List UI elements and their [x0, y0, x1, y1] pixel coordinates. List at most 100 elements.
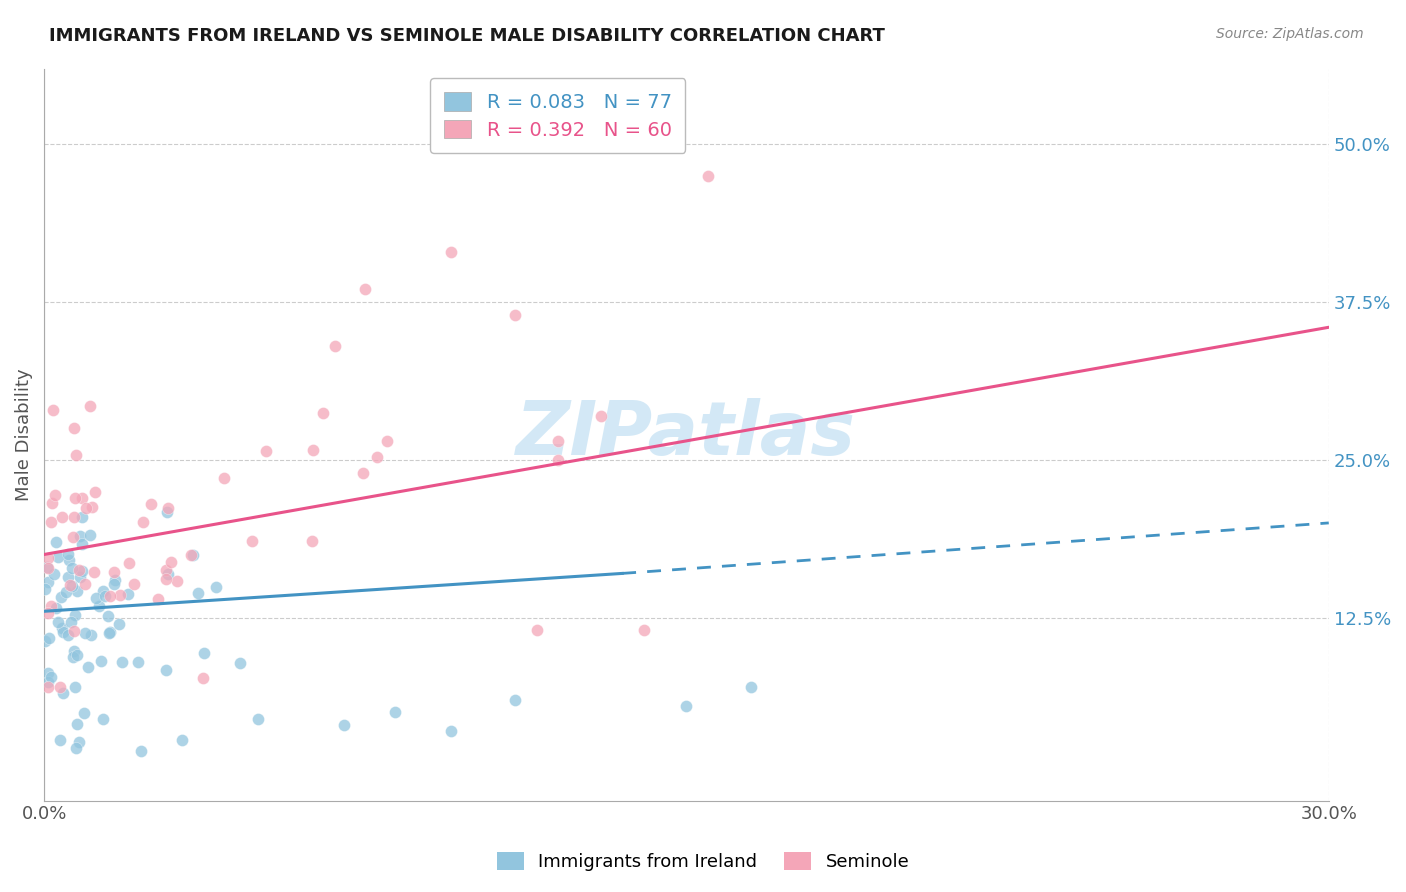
Point	[98, 624, 121, 639]
Point	[301, 533, 323, 548]
Point	[633, 624, 655, 638]
Point	[696, 169, 718, 183]
Point	[139, 497, 162, 511]
Point	[91, 712, 114, 726]
Point	[323, 339, 346, 353]
Point	[60, 579, 83, 593]
Point	[83, 566, 105, 580]
Point	[333, 718, 356, 732]
Point	[156, 505, 179, 519]
Y-axis label: Male Disability: Male Disability	[15, 368, 32, 501]
Point	[89, 599, 111, 614]
Point	[63, 608, 86, 623]
Point	[63, 681, 86, 695]
Point	[589, 409, 612, 423]
Point	[51, 509, 73, 524]
Point	[155, 563, 177, 577]
Point	[94, 589, 117, 603]
Point	[66, 584, 89, 599]
Legend: R = 0.083   N = 77, R = 0.392   N = 60: R = 0.083 N = 77, R = 0.392 N = 60	[430, 78, 686, 153]
Point	[108, 616, 131, 631]
Point	[62, 529, 84, 543]
Point	[547, 434, 569, 448]
Point	[301, 443, 323, 458]
Point	[254, 444, 277, 458]
Point	[52, 625, 75, 640]
Point	[65, 717, 87, 731]
Point	[60, 615, 83, 630]
Point	[155, 572, 177, 586]
Point	[69, 529, 91, 543]
Point	[98, 626, 121, 640]
Point	[37, 681, 59, 695]
Point	[66, 648, 89, 663]
Point	[63, 509, 86, 524]
Point	[352, 466, 374, 480]
Point	[181, 548, 204, 562]
Point	[51, 621, 73, 635]
Point	[46, 550, 69, 565]
Legend: Immigrants from Ireland, Seminole: Immigrants from Ireland, Seminole	[489, 846, 917, 879]
Point	[111, 655, 134, 669]
Point	[35, 559, 58, 574]
Text: ZIPatlas: ZIPatlas	[516, 398, 856, 471]
Point	[58, 553, 80, 567]
Point	[155, 663, 177, 677]
Point	[129, 744, 152, 758]
Point	[62, 643, 84, 657]
Point	[675, 698, 697, 713]
Point	[104, 573, 127, 587]
Point	[65, 448, 87, 462]
Point	[49, 590, 72, 604]
Point	[73, 706, 96, 720]
Point	[148, 591, 170, 606]
Point	[41, 403, 63, 417]
Point	[80, 500, 103, 514]
Point	[354, 282, 377, 296]
Point	[37, 675, 59, 690]
Point	[170, 732, 193, 747]
Point	[547, 452, 569, 467]
Point	[76, 660, 98, 674]
Point	[312, 406, 335, 420]
Point	[503, 692, 526, 706]
Point	[70, 564, 93, 578]
Point	[117, 587, 139, 601]
Point	[384, 706, 406, 720]
Point	[39, 515, 62, 529]
Point	[503, 308, 526, 322]
Point	[56, 548, 79, 562]
Point	[212, 471, 235, 485]
Point	[56, 569, 79, 583]
Point	[49, 680, 72, 694]
Point	[44, 488, 66, 502]
Point	[110, 588, 132, 602]
Point	[247, 712, 270, 726]
Point	[70, 537, 93, 551]
Point	[84, 485, 107, 500]
Point	[80, 628, 103, 642]
Point	[122, 576, 145, 591]
Point	[166, 574, 188, 588]
Point	[180, 548, 202, 562]
Point	[56, 628, 79, 642]
Point	[75, 576, 97, 591]
Point	[41, 496, 63, 510]
Point	[440, 244, 463, 259]
Point	[375, 434, 398, 448]
Point	[526, 624, 548, 638]
Point	[37, 606, 59, 620]
Point	[191, 671, 214, 685]
Point	[72, 510, 94, 524]
Point	[205, 580, 228, 594]
Point	[79, 400, 101, 414]
Point	[103, 577, 125, 591]
Point	[193, 646, 215, 660]
Point	[103, 566, 125, 580]
Point	[46, 615, 69, 629]
Point	[132, 516, 155, 530]
Point	[97, 609, 120, 624]
Point	[45, 600, 67, 615]
Point	[45, 534, 67, 549]
Point	[75, 501, 97, 516]
